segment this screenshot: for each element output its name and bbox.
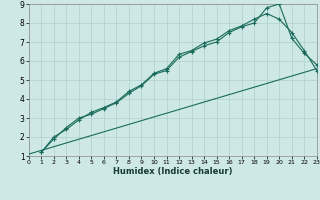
X-axis label: Humidex (Indice chaleur): Humidex (Indice chaleur) [113, 167, 233, 176]
